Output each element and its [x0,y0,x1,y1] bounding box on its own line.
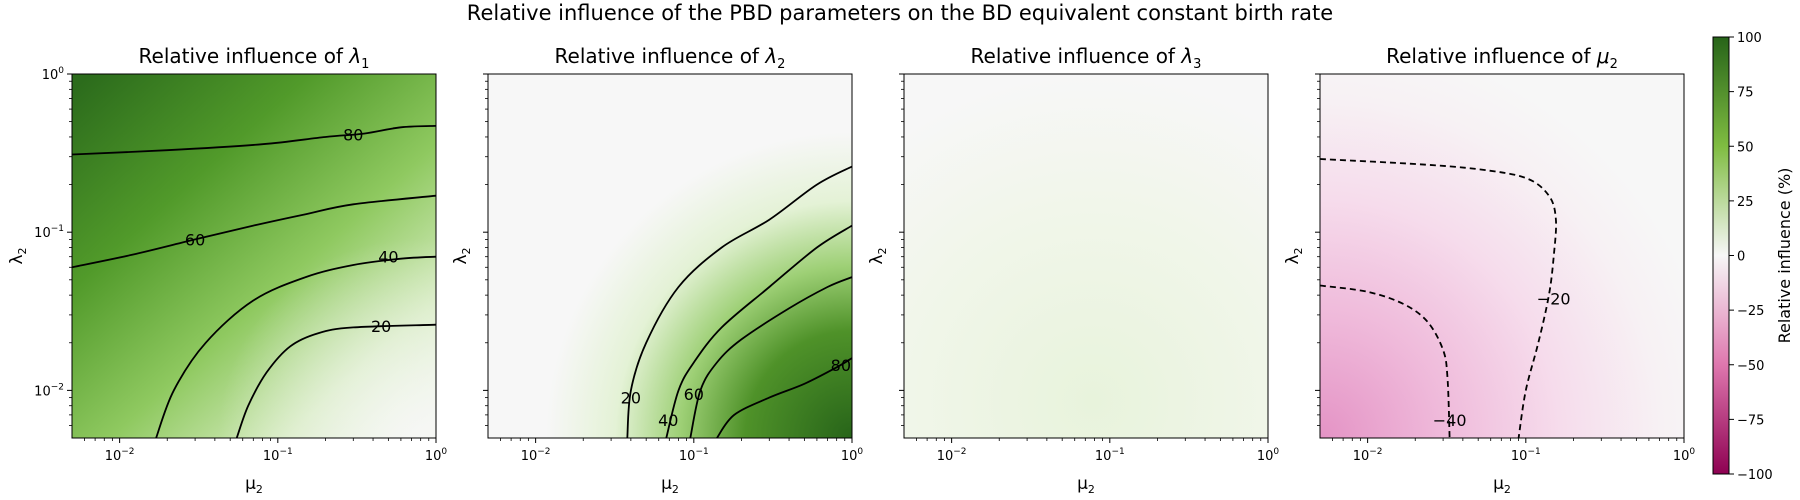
colorbar-tick-label: 100 [1737,31,1762,46]
axis-ticks [1315,73,1685,443]
contour-label: −20 [1537,290,1571,309]
colorbar-label: Relative influence (%) [1775,168,1794,344]
contour-group [626,165,852,438]
contour-label: 80 [343,125,363,144]
colorbar-tick-label: −25 [1737,304,1764,319]
x-axis-label: μ2 [245,474,263,496]
y-tick-label: 100 [42,66,65,83]
axis-ticks [67,73,437,443]
x-tick-label: 100 [1673,447,1696,464]
contour-label: 40 [378,248,398,267]
y-tick-label: 10−1 [34,224,64,241]
panel-title: Relative influence of λ2 [555,44,786,72]
x-tick-label: 10−2 [521,447,551,464]
colorbar-tick-label: −50 [1737,359,1764,374]
contour-line [716,357,852,438]
colorbar-tick-label: −100 [1737,468,1773,483]
heatmap-field [1320,74,1684,438]
x-tick-label: 10−1 [1511,447,1541,464]
axis-ticks [899,73,1269,443]
contour-label: 60 [185,230,205,249]
figure-suptitle: Relative influence of the PBD parameters… [467,1,1333,25]
contour-label: 60 [684,385,704,404]
x-tick-label: 100 [425,447,448,464]
plot-frame [903,73,1269,439]
axis-ticks [483,73,853,443]
y-tick-label: 10−2 [34,382,64,399]
heatmap-field [488,74,852,438]
panel-title: Relative influence of μ2 [1386,44,1618,72]
panel-2: Relative influence of λ2 20 40 60 80 10−2 10−1… [451,44,863,496]
colorbar-tick-label: 25 [1737,195,1754,210]
panel-1: Relative influence of λ1 80 60 40 20 10−2 10−1… [7,44,447,496]
panel-4: Relative influence of μ2 −20 −40 10−2 10−1 10… [1283,44,1695,496]
plot-frame [487,73,853,439]
colorbar: 100 75 50 25 0 −25 −50 −75 −100 Relative influenc… [1712,31,1794,483]
x-axis-label: μ2 [1493,474,1511,496]
contour-line [689,276,852,438]
contour-line [1320,158,1557,438]
panel-3: Relative influence of λ3 10−2 10−1 100 μ2 λ2 [867,44,1279,496]
x-tick-label: 10−1 [263,447,293,464]
contour-label: −40 [1433,411,1467,430]
y-axis-label: λ2 [7,247,29,264]
heatmap-field [72,74,436,438]
colorbar-bar [1712,36,1730,475]
contour-line [72,194,436,269]
heatmap-field [904,74,1268,438]
plot-frame [71,73,437,439]
contour-line [155,255,436,438]
x-axis-label: μ2 [1077,474,1095,496]
y-axis-label: λ2 [1283,247,1305,264]
x-tick-label: 10−1 [679,447,709,464]
plot-frame [1319,73,1685,439]
x-tick-label: 10−2 [105,447,135,464]
contour-line [626,165,852,438]
x-tick-label: 10−2 [937,447,967,464]
contour-line [235,323,436,438]
contour-group [1320,158,1557,438]
panel-title: Relative influence of λ3 [971,44,1202,72]
contour-group [72,125,436,438]
colorbar-tick-label: 50 [1737,140,1754,155]
x-tick-label: 100 [841,447,864,464]
y-axis-label: λ2 [451,247,473,264]
colorbar-tick-label: 0 [1737,250,1745,265]
y-axis-label: λ2 [867,247,889,264]
contour-label: 20 [621,389,641,408]
contour-line [72,125,436,156]
panel-title: Relative influence of λ1 [139,44,370,72]
contour-line [665,224,852,438]
x-axis-label: μ2 [661,474,679,496]
x-tick-label: 10−2 [1353,447,1383,464]
contour-label: 80 [831,356,851,375]
colorbar-tick-label: −75 [1737,413,1764,428]
colorbar-tick-label: 75 [1737,86,1754,101]
contour-label: 40 [658,411,678,430]
x-tick-label: 100 [1257,447,1280,464]
panels: Relative influence of λ1 80 60 40 20 10−2 10−1… [7,44,1695,496]
x-tick-label: 10−1 [1095,447,1125,464]
contour-label: 20 [371,317,391,336]
